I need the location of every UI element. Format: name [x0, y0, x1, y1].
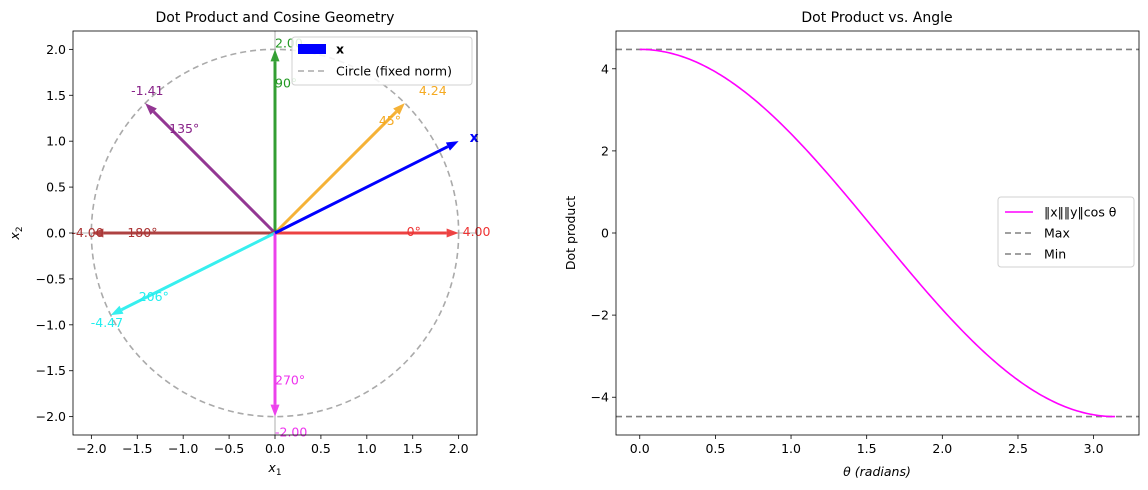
geometry-y-ticks: −2.0 −1.5 −1.0 −0.5 0.0 0.5 1.0 1.5 2.0	[36, 42, 73, 424]
x-tick-label: 0.0	[630, 441, 650, 456]
dot-label-0: 4.00	[463, 224, 491, 239]
legend-label: Circle (fixed norm)	[336, 64, 452, 79]
y-tick-label: −0.5	[36, 271, 66, 286]
dot-product-curve	[639, 48, 1116, 418]
vector-0-head	[446, 228, 459, 238]
y-tick-label: −2	[591, 308, 609, 323]
vector-206	[110, 231, 276, 316]
x-tick-label: 0.5	[705, 441, 725, 456]
y-tick-label: 2	[601, 143, 609, 158]
dot-angle-x-label: θ (radians)	[843, 464, 911, 479]
y-tick-label: 0.0	[46, 226, 66, 241]
y-tick-label: 0.5	[46, 180, 66, 195]
angle-label-0: 0°	[407, 224, 421, 239]
y-tick-label: 2.0	[46, 42, 66, 57]
x-tick-label: 2.5	[1008, 441, 1028, 456]
dot-angle-axes: Dot Product vs. Angle 0.0 0.5 1.0 1.5 2.0 2.5…	[563, 10, 1140, 479]
vector-206-shaft	[120, 231, 276, 312]
angle-label-206: 206°	[139, 289, 169, 304]
x-tick-label: 2.0	[932, 441, 952, 456]
legend-label: ‖x‖‖y‖cos θ	[1044, 205, 1116, 220]
vector-135	[145, 103, 277, 235]
x-tick-label: −1.5	[122, 441, 152, 456]
legend-box	[291, 36, 473, 86]
geometry-title: Dot Product and Cosine Geometry	[156, 10, 395, 26]
x-tick-label: −2.0	[76, 441, 106, 456]
geometry-legend: x Circle (fixed norm)	[291, 36, 473, 86]
legend-label: Max	[1044, 226, 1070, 241]
legend-label: x	[336, 42, 344, 57]
vector-180	[91, 228, 275, 238]
x-tick-label: 0.0	[265, 441, 285, 456]
dot-angle-y-ticks: −4 −2 0 2 4	[591, 61, 616, 405]
y-tick-label: 1.0	[46, 134, 66, 149]
dot-angle-plot-area	[616, 48, 1139, 418]
dot-label-180: -4.00	[71, 225, 103, 240]
legend-box	[997, 196, 1135, 268]
vector-206-head	[110, 305, 124, 316]
vector-135-head	[145, 103, 157, 115]
geometry-x-label: x1	[267, 460, 281, 478]
dot-label-270: -2.00	[275, 425, 307, 440]
y-tick-label: −4	[591, 390, 609, 405]
vector-45-shaft	[273, 110, 398, 235]
dot-angle-y-label: Dot product	[563, 196, 578, 270]
vector-90-head	[270, 49, 280, 62]
x-tick-label: 1.5	[857, 441, 877, 456]
main-vector-x	[274, 141, 459, 235]
y-tick-label: −1.5	[36, 363, 66, 378]
x-tick-label: 3.0	[1084, 441, 1104, 456]
x-tick-label: 1.0	[781, 441, 801, 456]
angle-label-180: 180°	[127, 225, 157, 240]
vector-0	[275, 228, 459, 238]
vector-180-head	[91, 228, 104, 238]
x-tick-label: −1.0	[168, 441, 198, 456]
dot-angle-legend: ‖x‖‖y‖cos θ Max Min	[997, 196, 1135, 268]
y-tick-label: 4	[601, 61, 609, 76]
angle-label-45: 45°	[379, 113, 401, 128]
vector-90	[270, 49, 280, 233]
legend-swatch-patch	[298, 44, 326, 54]
dot-angle-title: Dot Product vs. Angle	[801, 10, 952, 26]
vector-135-shaft	[152, 110, 277, 235]
y-tick-label: 0	[601, 226, 609, 241]
vector-45	[273, 103, 405, 235]
x-tick-label: −0.5	[214, 441, 244, 456]
geometry-y-label: x2	[7, 226, 25, 240]
dot-angle-x-ticks: 0.0 0.5 1.0 1.5 2.0 2.5 3.0	[630, 435, 1104, 456]
x-tick-label: 1.0	[357, 441, 377, 456]
vector-45-head	[393, 103, 405, 115]
geometry-axes: Dot Product and Cosine Geometry 0° 4.00 45…	[7, 10, 491, 478]
y-tick-label: −1.0	[36, 317, 66, 332]
geometry-plot-area: 0° 4.0045°4.2490°2.00135°-1.41180°-4.0020…	[71, 31, 491, 440]
y-tick-label: −2.0	[36, 409, 66, 424]
angle-label-135: 135°	[169, 121, 199, 136]
x-tick-label: 0.5	[311, 441, 331, 456]
legend-label: Min	[1044, 247, 1066, 262]
main-vector-x-head	[445, 141, 459, 151]
y-tick-label: 1.5	[46, 88, 66, 103]
main-vector-x-shaft	[274, 145, 449, 235]
angle-label-270: 270°	[275, 373, 305, 388]
dot-label-45: 4.24	[419, 83, 447, 98]
dot-label-135: -1.41	[131, 83, 163, 98]
vector-270-head	[270, 404, 280, 417]
vector-270	[270, 233, 280, 417]
x-tick-label: 1.5	[403, 441, 423, 456]
geometry-x-ticks: −2.0 −1.5 −1.0 −0.5 0.0 0.5 1.0 1.5 2.0	[76, 435, 469, 456]
x-tick-label: 2.0	[449, 441, 469, 456]
main-vector-label: x	[470, 130, 479, 146]
dot-label-206: -4.47	[91, 315, 123, 330]
